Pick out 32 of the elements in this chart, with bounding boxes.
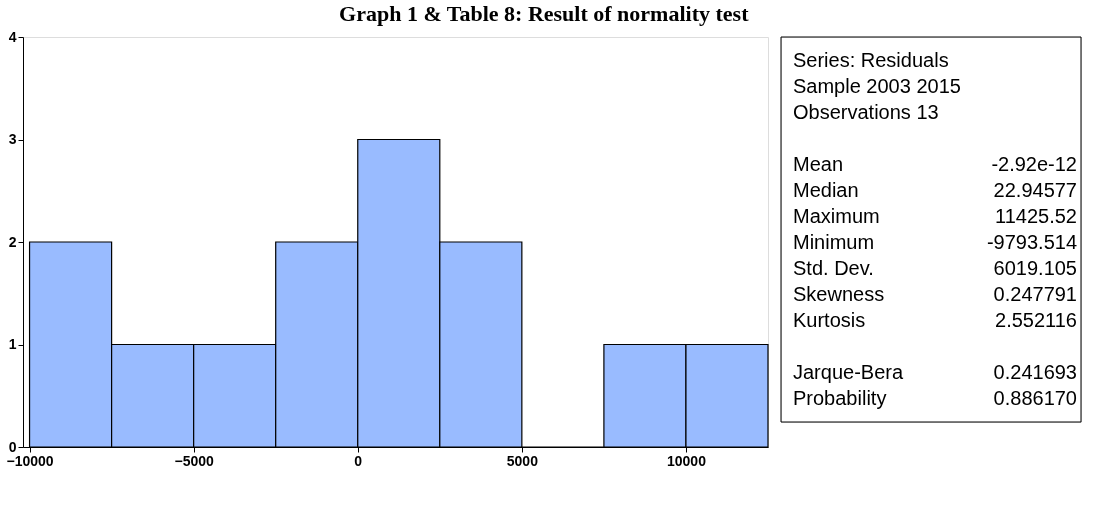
text: -2.92e-12 xyxy=(991,153,1077,175)
y-tick-label: 3 xyxy=(8,131,17,147)
text: Sample 2003 2015 xyxy=(793,75,961,97)
text: Series: Residuals xyxy=(793,49,949,71)
text: 6019.105 xyxy=(993,257,1077,279)
text: 0.247791 xyxy=(993,283,1077,305)
text: 11425.52 xyxy=(995,205,1077,227)
y-tick-label: 0 xyxy=(8,438,17,455)
text: Probability xyxy=(793,387,887,409)
text: Skewness xyxy=(793,283,885,305)
x-tick-label: −10000 xyxy=(6,452,54,469)
text: 22.94577 xyxy=(993,179,1077,201)
text: Median xyxy=(793,179,859,201)
text: Minimum xyxy=(793,231,875,253)
text: -9793.514 xyxy=(986,231,1077,253)
y-tick-label: 2 xyxy=(8,233,17,250)
text: Observations 13 xyxy=(793,101,939,123)
text: 0.241693 xyxy=(993,361,1077,383)
text: Mean xyxy=(793,153,844,175)
y-tick-label: 1 xyxy=(8,336,17,352)
text: Maximum xyxy=(793,205,880,227)
text: Std. Dev. xyxy=(793,257,874,279)
text: 2.552116 xyxy=(995,309,1077,331)
y-tick-label: 4 xyxy=(8,28,17,45)
text: Kurtosis xyxy=(793,309,866,331)
chart-title: Graph 1 & Table 8: Result of normality test xyxy=(339,0,750,26)
x-tick-label: −5000 xyxy=(174,452,215,469)
x-tick-label: 10000 xyxy=(666,452,707,469)
x-tick-label: 5000 xyxy=(506,452,539,469)
x-tick-label: 0 xyxy=(354,452,363,469)
text: Jarque-Bera xyxy=(793,361,904,383)
text: 0.886170 xyxy=(993,387,1077,409)
